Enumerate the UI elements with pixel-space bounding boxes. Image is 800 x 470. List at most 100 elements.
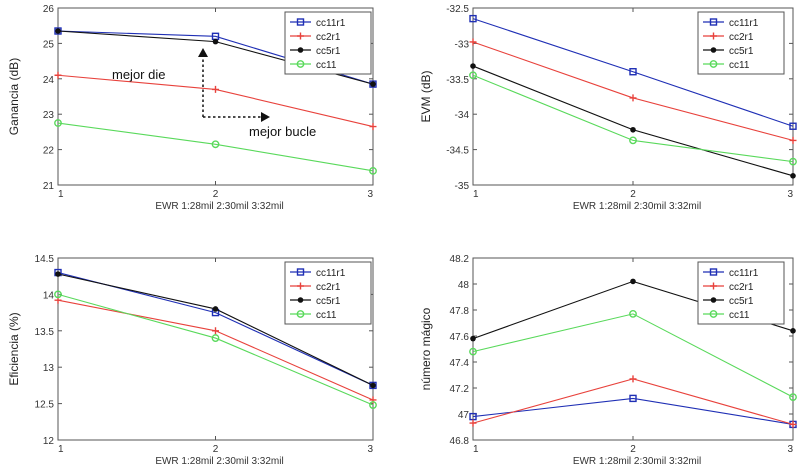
series-line-cc11 — [472, 313, 794, 398]
y-axis-label: EVM (dB) — [419, 70, 433, 122]
legend-label-cc11: cc11 — [729, 310, 750, 321]
data-point-cc2r1 — [469, 419, 477, 427]
legend-marker-cc11 — [709, 310, 718, 318]
legend-marker-cc11r1 — [709, 18, 718, 26]
x-tick-label: 3 — [367, 189, 373, 200]
data-point-cc11r1 — [789, 122, 797, 130]
data-point-cc11r1 — [369, 381, 377, 390]
y-tick-label: 48.2 — [450, 254, 470, 265]
data-point-cc11 — [629, 309, 637, 318]
legend-label-cc2r1: cc2r1 — [729, 32, 754, 43]
series-line-cc11r1 — [472, 397, 794, 425]
y-tick-label: -33.5 — [446, 75, 469, 86]
y-tick-label: 47.2 — [450, 384, 470, 395]
data-point-cc5r1 — [370, 382, 376, 389]
y-tick-label: 21 — [43, 181, 55, 192]
y-tick-label: 12 — [43, 436, 55, 447]
annotation-arrowhead-right — [261, 112, 270, 122]
legend-marker-cc11r1 — [296, 268, 305, 276]
data-point-cc2r1 — [369, 123, 377, 131]
data-point-cc11r1 — [629, 68, 637, 76]
legend-marker-cc11r1 — [709, 268, 718, 276]
data-point-cc5r1 — [55, 28, 61, 34]
y-tick-label: 46.8 — [450, 436, 470, 447]
x-tick-label: 3 — [787, 444, 793, 455]
y-tick-label: -32.5 — [446, 4, 469, 15]
legend-marker-cc2r1 — [710, 32, 717, 40]
legend-marker-cc5r1 — [297, 297, 304, 303]
y-tick-label: 14 — [43, 290, 55, 301]
panel-numero-magico: 46.8 47 47.2 47.4 47.6 47.8 48 48.2 1 2 3 EWR 1:28m… — [419, 254, 797, 467]
legend-label-cc5r1: cc5r1 — [316, 296, 341, 307]
x-tick-label: 1 — [58, 444, 64, 455]
series-line-cc5r1 — [472, 65, 794, 177]
x-tick-label: 2 — [213, 189, 219, 200]
data-point-cc11 — [54, 119, 62, 127]
data-point-cc11r1 — [469, 14, 477, 23]
y-tick-label: -35 — [455, 181, 470, 192]
data-point-cc11 — [211, 334, 220, 342]
y-tick-label: 47 — [458, 410, 470, 421]
data-point-cc5r1 — [790, 172, 796, 179]
data-point-cc2r1 — [629, 375, 637, 383]
annotation-arrowhead-up — [198, 48, 208, 57]
y-tick-label: -34 — [455, 110, 470, 121]
data-point-cc11r1 — [629, 394, 637, 403]
annotation-layer: mejor die mejor bucle — [112, 48, 316, 139]
y-tick-label: 25 — [43, 39, 55, 50]
y-axis-label: Eficiencia (%) — [7, 312, 21, 385]
y-axis-label: Ganancia (dB) — [7, 58, 21, 135]
data-point-cc2r1 — [469, 38, 477, 46]
data-point-cc11 — [469, 347, 477, 356]
annotation-mejor-bucle: mejor bucle — [249, 124, 316, 139]
y-tick-label: -34.5 — [446, 146, 469, 157]
legend-marker-cc11r1 — [296, 18, 305, 26]
y-tick-label: -33 — [455, 39, 470, 50]
legend-label-cc5r1: cc5r1 — [729, 46, 754, 57]
annotation-mejor-die: mejor die — [112, 67, 165, 82]
y-tick-label: 22 — [43, 146, 55, 157]
y-axis-label: número mágico — [419, 307, 433, 390]
data-point-cc11 — [789, 393, 797, 401]
data-point-cc11 — [54, 290, 62, 299]
data-point-cc5r1 — [790, 328, 796, 334]
data-point-cc11 — [369, 401, 377, 409]
y-tick-label: 47.8 — [450, 306, 470, 317]
data-point-cc5r1 — [212, 38, 219, 45]
data-point-cc2r1 — [789, 136, 797, 144]
legend-label-cc11: cc11 — [729, 60, 750, 71]
data-point-cc5r1 — [630, 278, 636, 285]
legend-label-cc11: cc11 — [316, 60, 337, 71]
data-point-cc11 — [629, 136, 637, 145]
x-axis-label: EWR 1:28mil 2:30mil 3:32mil — [573, 456, 701, 467]
y-tick-label: 26 — [43, 4, 55, 15]
data-point-cc11 — [789, 157, 797, 166]
legend-marker-cc2r1 — [297, 32, 304, 40]
x-tick-label: 2 — [213, 444, 219, 455]
legend-label-cc11r1: cc11r1 — [729, 268, 759, 279]
series-line-cc11 — [57, 122, 374, 172]
y-tick-label: 24 — [43, 75, 55, 86]
data-point-cc2r1 — [789, 420, 797, 428]
y-tick-label: 47.6 — [450, 332, 470, 343]
data-point-cc5r1 — [212, 306, 219, 312]
y-tick-label: 14.5 — [35, 254, 55, 265]
legend-label-cc5r1: cc5r1 — [729, 296, 754, 307]
legend-marker-cc11 — [709, 60, 718, 68]
legend-label-cc2r1: cc2r1 — [729, 282, 754, 293]
data-point-cc5r1 — [470, 63, 476, 69]
legend-marker-cc2r1 — [297, 282, 304, 290]
panel-evm: -32.5 -33 -33.5 -34 -34.5 -351 2 3 EWR 1:28mil 2… — [419, 4, 797, 212]
x-tick-label: 3 — [787, 189, 793, 200]
data-point-cc5r1 — [470, 335, 476, 342]
data-point-cc2r1 — [212, 327, 219, 335]
legend-label-cc2r1: cc2r1 — [316, 282, 341, 293]
x-axis-label: EWR 1:28mil 2:30mil 3:32mil — [573, 201, 701, 212]
legend-marker-cc5r1 — [297, 47, 304, 53]
series-line-cc2r1 — [57, 74, 374, 128]
data-point-cc11 — [369, 166, 377, 175]
data-point-cc2r1 — [629, 94, 637, 102]
x-tick-label: 1 — [473, 444, 479, 455]
